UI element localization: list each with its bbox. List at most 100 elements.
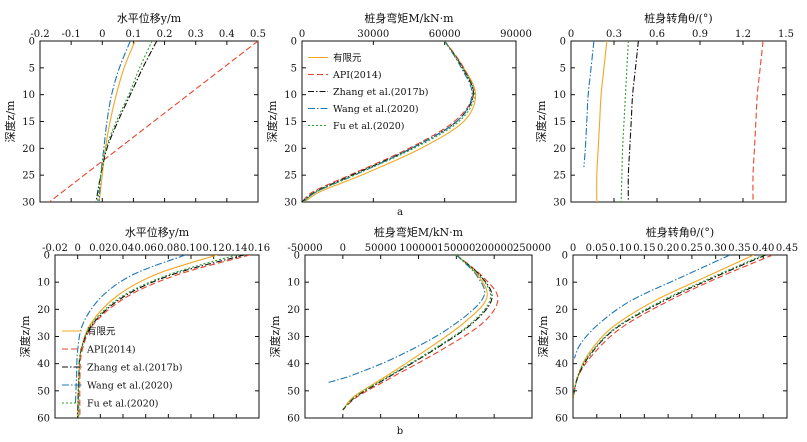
x-axis-title: 桩身弯矩M/kN·m — [364, 11, 454, 25]
legend-label: 有限元 — [87, 326, 116, 338]
series-line-4 — [342, 255, 492, 411]
x-tick-label: 0.14 — [225, 243, 247, 254]
y-tick-label: 50 — [287, 386, 300, 397]
series-line-2 — [342, 255, 493, 411]
x-axis-title: 桩身弯矩M/kN·m — [374, 225, 464, 239]
legend-label: Fu et al.(2020) — [333, 121, 405, 132]
x-tick-label: 0.4 — [219, 29, 235, 40]
series-line-3 — [327, 255, 486, 384]
legend-label: API(2014) — [332, 70, 382, 81]
series-line-0 — [573, 255, 754, 397]
y-tick-label: 50 — [555, 386, 568, 397]
x-tick-label: -0.02 — [42, 243, 68, 254]
y-tick-label: 20 — [37, 305, 50, 316]
plot-frame — [570, 40, 787, 203]
series-line-0 — [342, 255, 488, 411]
x-tick-label: 30000 — [357, 29, 389, 40]
chart-a3: 0 0.3 0.6 0.9 1.2 1.5 0 5 10 15 20 25 30 桩身转角θ/(°) 深度z… — [534, 11, 794, 209]
y-tick-label: 5 — [29, 63, 35, 74]
x-tick-label: 0.5 — [250, 29, 266, 40]
series-group — [583, 41, 764, 202]
x-tick-label: -0.2 — [30, 29, 49, 40]
x-tick-label: 0 — [99, 29, 105, 40]
y-tick-label: 15 — [22, 117, 35, 128]
y-tick-label: 0 — [291, 37, 297, 48]
y-tick-label: 15 — [284, 117, 297, 128]
x-tick-label: 0 — [568, 29, 574, 40]
y-tick-label: 20 — [287, 305, 300, 316]
y-tick-label: 40 — [287, 359, 300, 370]
x-tick-label: 0.2 — [157, 29, 173, 40]
x-tick-label: 0.1 — [125, 29, 141, 40]
y-tick-label: 40 — [555, 359, 568, 370]
y-tick-label: 20 — [284, 144, 297, 155]
x-tick-label: 60000 — [429, 29, 461, 40]
series-line-2 — [573, 255, 766, 400]
y-tick-label: 60 — [555, 414, 568, 425]
series-line-4 — [302, 41, 475, 202]
x-tick-label: 200000 — [475, 243, 513, 254]
x-tick-label: 0 — [340, 243, 346, 254]
x-tick-label: 150000 — [437, 243, 475, 254]
x-tick-label: 0.3 — [606, 29, 622, 40]
panel-label-b: b — [397, 426, 403, 437]
y-tick-label: 5 — [560, 63, 566, 74]
x-axis-title: 水平位移y/m — [117, 11, 182, 25]
y-tick-label: 30 — [555, 332, 568, 343]
y-tick-label: 10 — [553, 90, 566, 101]
series-group — [327, 255, 499, 411]
x-tick-label: 0.6 — [649, 29, 665, 40]
plot-frame — [39, 40, 259, 203]
x-tick-label: 0.12 — [203, 243, 225, 254]
plot-frame — [572, 254, 788, 419]
x-tick-label: 100000 — [399, 243, 437, 254]
y-axis-title: 深度z/m — [534, 100, 548, 143]
legend: 有限元 API(2014) Zhang et al.(2017b) Wang et a… — [62, 326, 182, 410]
y-tick-label: 0 — [562, 251, 568, 262]
x-tick-label: 0.30 — [705, 243, 727, 254]
plot-frame — [304, 254, 533, 419]
x-tick-label: 0.15 — [633, 243, 655, 254]
series-line-0 — [77, 255, 218, 418]
series-line-4 — [573, 255, 764, 400]
x-tick-label: 0.08 — [157, 243, 179, 254]
y-tick-label: 20 — [555, 305, 568, 316]
y-axis-title: 深度z/m — [265, 100, 279, 143]
legend-label: Zhang et al.(2017b) — [333, 87, 428, 98]
series-line-2 — [95, 41, 158, 202]
y-tick-label: 0 — [294, 251, 300, 262]
y-axis-title: 深度z/m — [536, 315, 550, 358]
series-line-4 — [620, 41, 629, 202]
x-tick-label: 50000 — [365, 243, 397, 254]
y-tick-label: 15 — [553, 117, 566, 128]
x-tick-label: 0 — [570, 243, 576, 254]
series-line-3 — [302, 41, 473, 202]
y-tick-label: 10 — [37, 278, 50, 289]
y-tick-label: 50 — [37, 386, 50, 397]
x-tick-label: 0.40 — [752, 243, 774, 254]
legend-label: Zhang et al.(2017b) — [87, 363, 182, 374]
x-tick-label: 0.16 — [248, 243, 270, 254]
x-tick-label: 0.04 — [112, 243, 134, 254]
y-tick-label: 30 — [553, 198, 566, 209]
chart-b1: -0.02 0 0.02 0.04 0.06 0.08 0.10 0.12 0.14 0.1601… — [18, 225, 270, 425]
series-line-3 — [583, 41, 595, 168]
y-tick-label: 30 — [37, 332, 50, 343]
x-tick-label: 0.35 — [728, 243, 750, 254]
legend-label: Fu et al.(2020) — [87, 399, 159, 410]
series-line-2 — [77, 255, 245, 418]
y-tick-label: 0 — [29, 37, 35, 48]
y-axis-title: 深度z/m — [3, 100, 17, 143]
legend-label: 有限元 — [333, 52, 362, 64]
series-group — [49, 41, 258, 202]
x-tick-label: 90000 — [500, 29, 532, 40]
x-tick-label: 0 — [74, 243, 80, 254]
chart-b2: -50000 0 50000 100000 150000 200000 2500000102… — [268, 225, 551, 425]
y-tick-label: 10 — [22, 90, 35, 101]
legend: 有限元 API(2014) Zhang et al.(2017b) Wang et a… — [308, 52, 428, 132]
x-tick-label: 0.06 — [135, 243, 157, 254]
y-tick-label: 30 — [22, 198, 35, 209]
y-tick-label: 10 — [284, 90, 297, 101]
series-line-4 — [97, 41, 153, 202]
